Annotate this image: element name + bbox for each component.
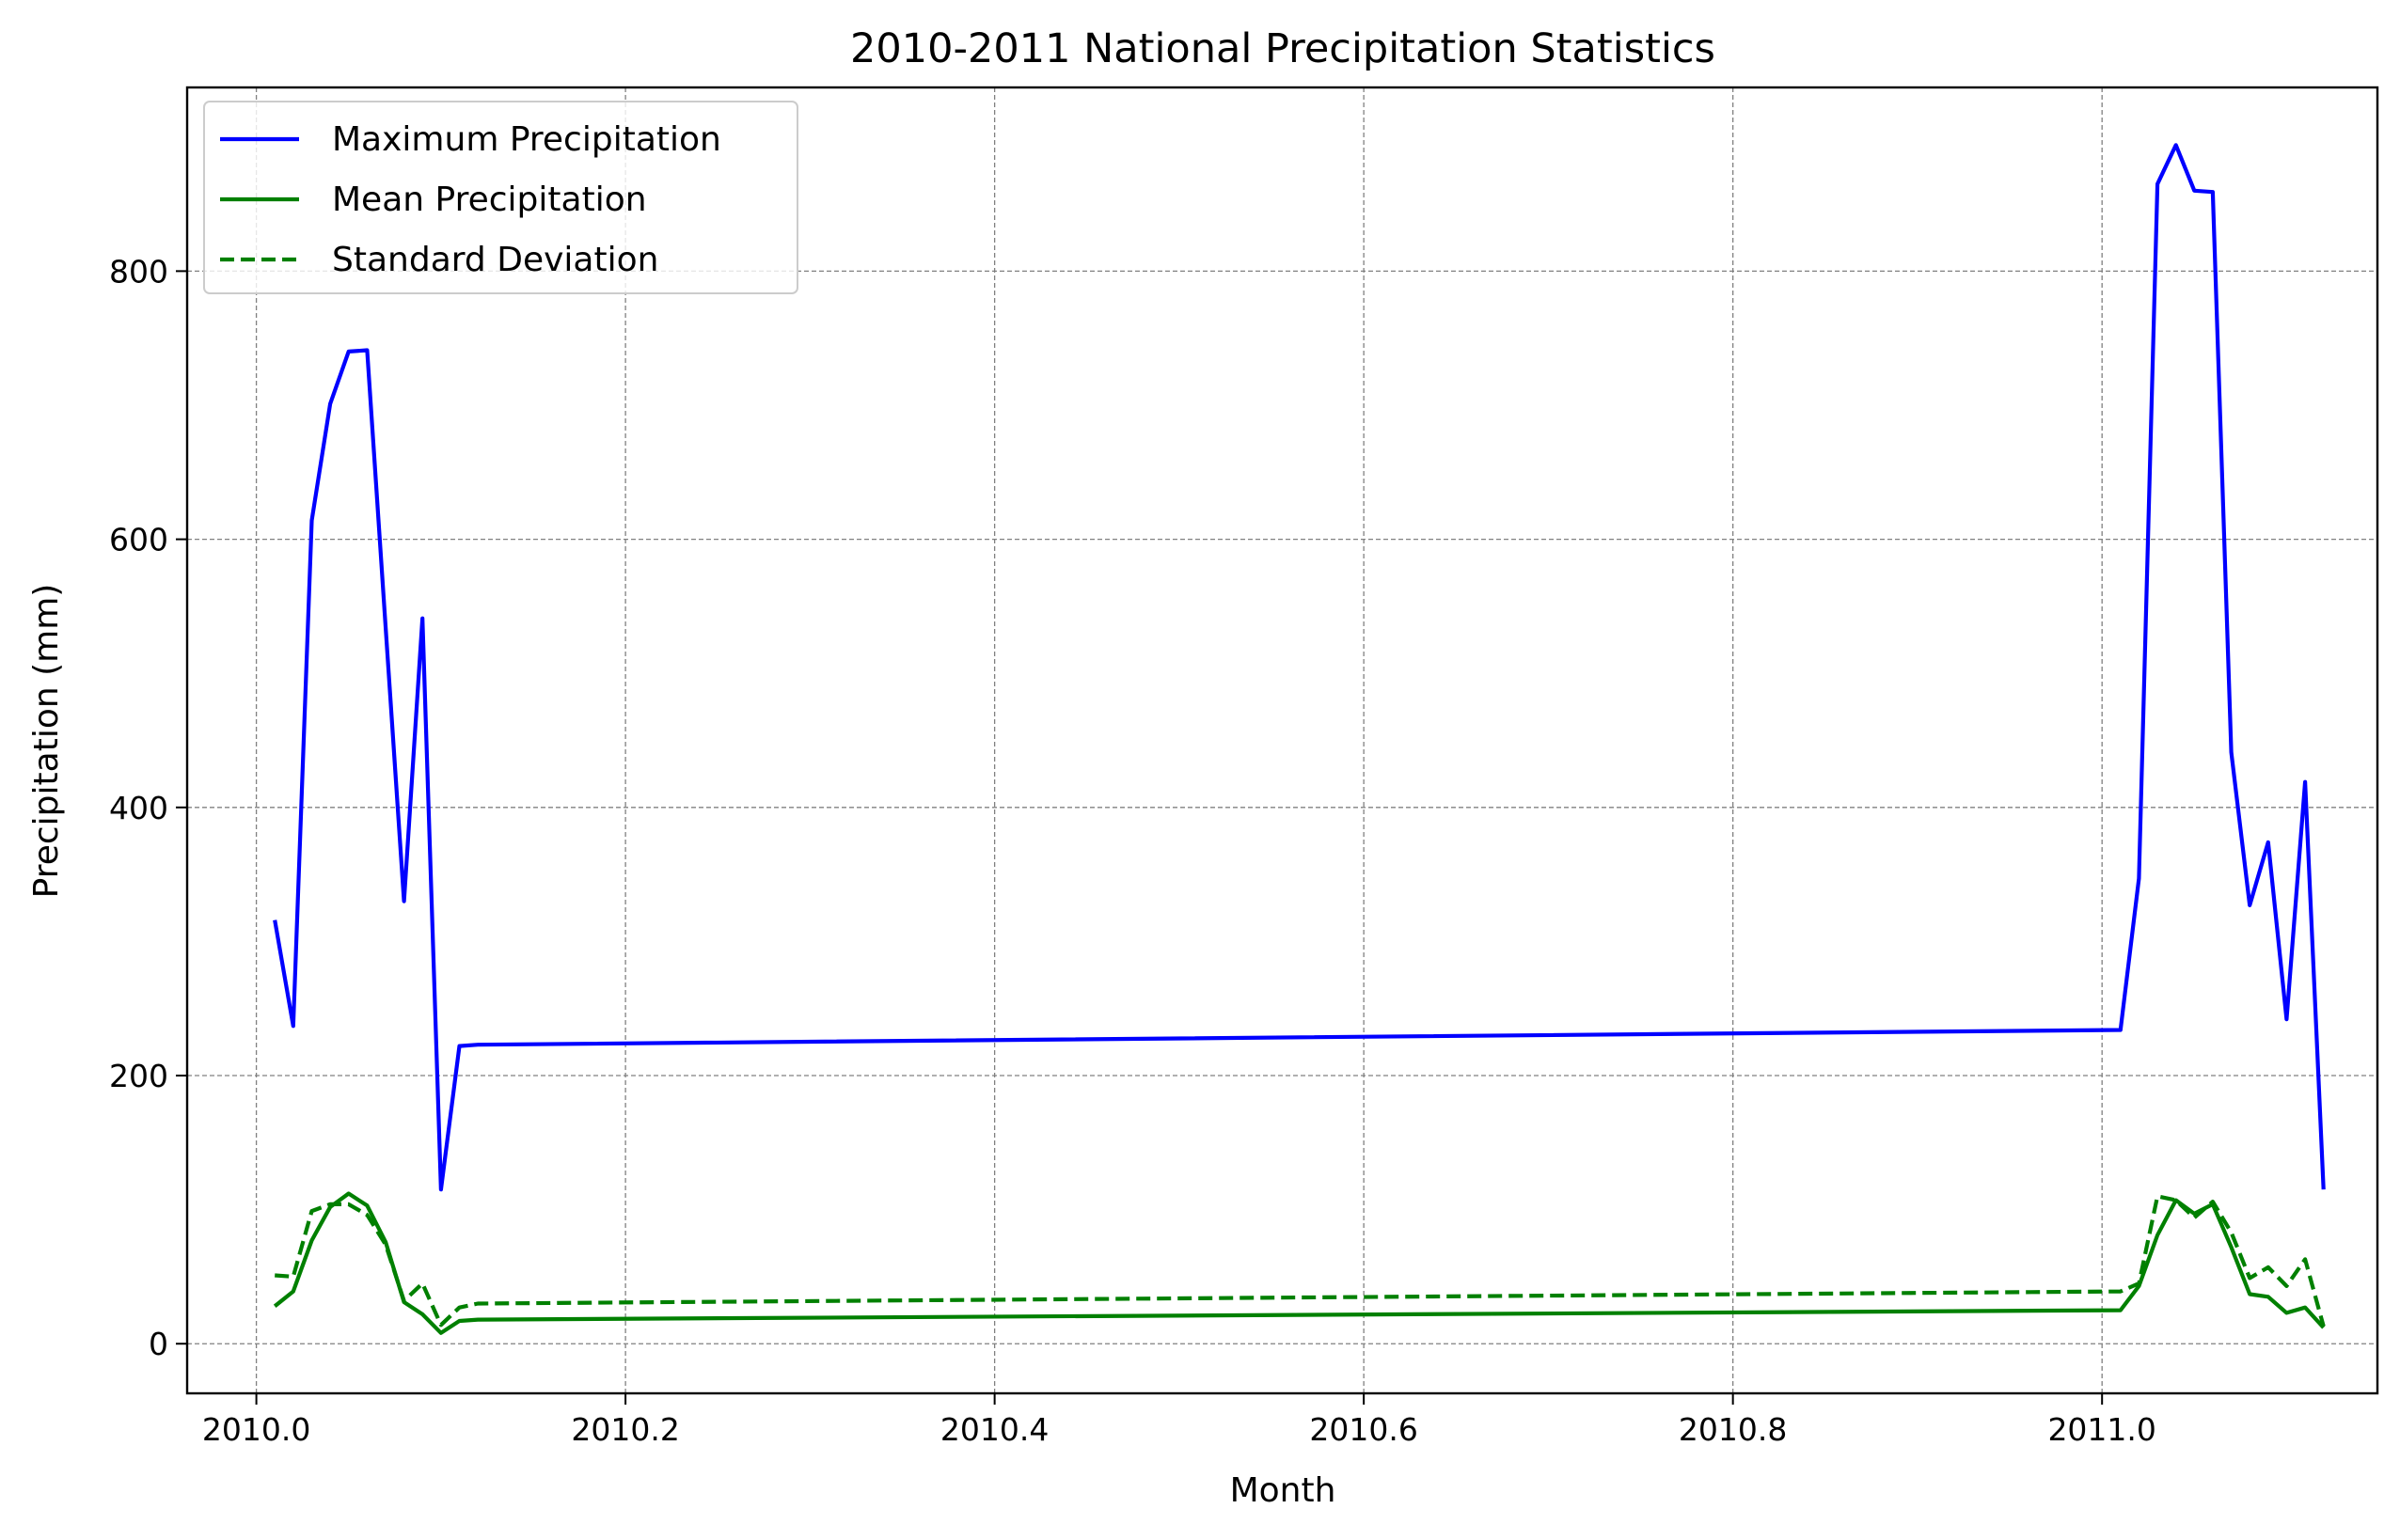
- y-tick-label: 200: [109, 1058, 168, 1094]
- x-axis: 2010.0 2010.2 2010.4 2010.6 2010.8 2011.0: [202, 1393, 2156, 1448]
- y-axis-label: Precipitation (mm): [27, 584, 66, 899]
- legend: Maximum Precipitation Mean Precipitation S…: [203, 101, 798, 294]
- max-precipitation-line: [273, 143, 2326, 1192]
- x-axis-label: Month: [1230, 1471, 1336, 1510]
- plot-frame: [185, 86, 2379, 1395]
- y-axis: 0 200 400 600 800: [109, 253, 187, 1362]
- legend-entry-max-label: Maximum Precipitation: [332, 120, 721, 159]
- x-tick-label: 2010.2: [571, 1411, 679, 1448]
- legend-entry-std-label: Standard Deviation: [332, 241, 658, 279]
- legend-entry-mean-label: Mean Precipitation: [332, 181, 647, 219]
- x-tick-label: 2010.6: [1309, 1411, 1417, 1448]
- y-tick-label: 800: [109, 253, 168, 290]
- mean-precipitation-line: [273, 1191, 2326, 1335]
- legend-box: [203, 101, 798, 294]
- x-tick-label: 2010.4: [940, 1411, 1049, 1448]
- y-tick-label: 600: [109, 522, 168, 558]
- x-tick-label: 2010.0: [202, 1411, 310, 1448]
- x-tick-label: 2011.0: [2047, 1411, 2155, 1448]
- y-tick-label: 400: [109, 790, 168, 826]
- grid-lines: [187, 87, 2377, 1393]
- series-lines: [273, 143, 2326, 1335]
- chart-title: 2010-2011 National Precipitation Statist…: [850, 25, 1715, 72]
- y-tick-label: 0: [149, 1326, 168, 1362]
- x-tick-label: 2010.8: [1679, 1411, 1787, 1448]
- std-deviation-line: [275, 1194, 2326, 1328]
